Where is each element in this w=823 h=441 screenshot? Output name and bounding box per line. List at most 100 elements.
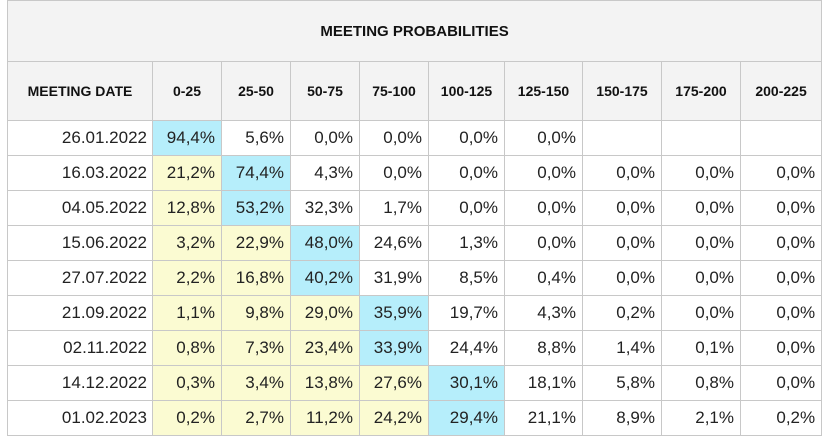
meeting-probabilities-panel: MEETING PROBABILITIES MEETING DATE 0-25 25… [6, 0, 823, 439]
probability-cell: 24,2% [359, 400, 429, 436]
probability-cell: 31,9% [359, 260, 429, 296]
probability-cell: 0,0% [428, 155, 505, 191]
probability-cell: 0,8% [661, 365, 741, 401]
probability-cell: 4,3% [290, 155, 360, 191]
probability-cell: 94,4% [152, 120, 222, 156]
table-row: 04.05.2022 12,8% 53,2% 32,3% 1,7% 0,0% 0,0% 0,0… [7, 190, 823, 226]
column-header-rate-range: 50-75 [290, 61, 360, 121]
probability-cell: 21,1% [504, 400, 583, 436]
probability-cell [661, 120, 741, 156]
probability-cell: 3,4% [221, 365, 291, 401]
probability-cell: 24,6% [359, 225, 429, 261]
meeting-date-cell: 01.02.2023 [7, 400, 153, 436]
probability-cell: 5,6% [221, 120, 291, 156]
probability-cell: 2,7% [221, 400, 291, 436]
probability-cell: 0,0% [661, 295, 741, 331]
probability-cell: 21,2% [152, 155, 222, 191]
column-header-meeting-date: MEETING DATE [7, 61, 153, 121]
probability-cell: 5,8% [582, 365, 662, 401]
probability-cell: 8,8% [504, 330, 583, 366]
probability-cell: 0,0% [428, 190, 505, 226]
meeting-date-cell: 02.11.2022 [7, 330, 153, 366]
probability-cell: 0,0% [504, 120, 583, 156]
probability-cell: 0,0% [661, 225, 741, 261]
probability-cell: 3,2% [152, 225, 222, 261]
probability-cell: 27,6% [359, 365, 429, 401]
probability-cell: 40,2% [290, 260, 360, 296]
probability-cell: 1,1% [152, 295, 222, 331]
probability-cell: 0,0% [739, 225, 823, 261]
probability-cell: 0,0% [739, 155, 823, 191]
probability-cell: 0,0% [359, 155, 429, 191]
probability-cell: 23,4% [290, 330, 360, 366]
table-row: 26.01.2022 94,4% 5,6% 0,0% 0,0% 0,0% 0,0% [7, 120, 823, 156]
probability-cell: 13,8% [290, 365, 360, 401]
meeting-date-cell: 04.05.2022 [7, 190, 153, 226]
probability-cell: 22,9% [221, 225, 291, 261]
probability-cell: 9,8% [221, 295, 291, 331]
probability-cell: 32,3% [290, 190, 360, 226]
probability-cell: 11,2% [290, 400, 360, 436]
meeting-date-cell: 16.03.2022 [7, 155, 153, 191]
probability-cell: 0,0% [582, 190, 662, 226]
column-header-rate-range: 200-225 [739, 61, 823, 121]
probability-cell: 0,0% [661, 155, 741, 191]
probability-cell: 0,0% [739, 295, 823, 331]
probability-cell: 4,3% [504, 295, 583, 331]
probability-cell: 0,1% [661, 330, 741, 366]
probability-cell: 35,9% [359, 295, 429, 331]
probability-cell: 18,1% [504, 365, 583, 401]
probability-cell: 0,3% [152, 365, 222, 401]
table-row: 02.11.2022 0,8% 7,3% 23,4% 33,9% 24,4% 8,8% 1,4… [7, 330, 823, 366]
column-header-rate-range: 0-25 [152, 61, 222, 121]
meeting-date-cell: 14.12.2022 [7, 365, 153, 401]
probability-cell: 74,4% [221, 155, 291, 191]
probability-cell: 2,1% [661, 400, 741, 436]
column-header-rate-range: 125-150 [504, 61, 583, 121]
probability-cell: 0,0% [739, 190, 823, 226]
probability-cell [739, 120, 823, 156]
probability-cell: 8,9% [582, 400, 662, 436]
probability-cell: 0,0% [428, 120, 505, 156]
probability-cell: 2,2% [152, 260, 222, 296]
probability-cell: 53,2% [221, 190, 291, 226]
table-body: 26.01.2022 94,4% 5,6% 0,0% 0,0% 0,0% 0,0% 16.03… [7, 120, 823, 436]
probability-cell: 8,5% [428, 260, 505, 296]
probability-cell: 29,0% [290, 295, 360, 331]
column-header-rate-range: 100-125 [428, 61, 505, 121]
probability-cell: 0,0% [504, 225, 583, 261]
probability-cell: 1,3% [428, 225, 505, 261]
probability-cell: 0,0% [739, 330, 823, 366]
probability-cell: 29,4% [428, 400, 505, 436]
probabilities-table: MEETING PROBABILITIES MEETING DATE 0-25 25… [6, 0, 823, 436]
probability-cell: 0,0% [582, 260, 662, 296]
column-header-rate-range: 175-200 [661, 61, 741, 121]
probability-cell: 0,0% [504, 155, 583, 191]
column-header-rate-range: 150-175 [582, 61, 662, 121]
meeting-date-cell: 21.09.2022 [7, 295, 153, 331]
table-row: 01.02.2023 0,2% 2,7% 11,2% 24,2% 29,4% 21,1% 8,… [7, 400, 823, 436]
probability-cell: 1,4% [582, 330, 662, 366]
probability-cell: 0,0% [582, 225, 662, 261]
probability-cell: 0,4% [504, 260, 583, 296]
probability-cell: 1,7% [359, 190, 429, 226]
probability-cell: 48,0% [290, 225, 360, 261]
probability-cell: 33,9% [359, 330, 429, 366]
column-header-rate-range: 25-50 [221, 61, 291, 121]
table-row: 21.09.2022 1,1% 9,8% 29,0% 35,9% 19,7% 4,3% 0,2… [7, 295, 823, 331]
probability-cell: 0,0% [739, 260, 823, 296]
probability-cell: 30,1% [428, 365, 505, 401]
probability-cell: 7,3% [221, 330, 291, 366]
probability-cell: 0,0% [661, 260, 741, 296]
probability-cell: 16,8% [221, 260, 291, 296]
probability-cell: 0,0% [661, 190, 741, 226]
probability-cell: 0,0% [739, 365, 823, 401]
probability-cell: 19,7% [428, 295, 505, 331]
meeting-date-cell: 27.07.2022 [7, 260, 153, 296]
probability-cell: 0,2% [582, 295, 662, 331]
table-row: 15.06.2022 3,2% 22,9% 48,0% 24,6% 1,3% 0,0% 0,0… [7, 225, 823, 261]
probability-cell: 0,0% [504, 190, 583, 226]
table-row: 16.03.2022 21,2% 74,4% 4,3% 0,0% 0,0% 0,0% 0,0%… [7, 155, 823, 191]
probability-cell: 0,0% [582, 155, 662, 191]
table-title: MEETING PROBABILITIES [6, 0, 823, 62]
